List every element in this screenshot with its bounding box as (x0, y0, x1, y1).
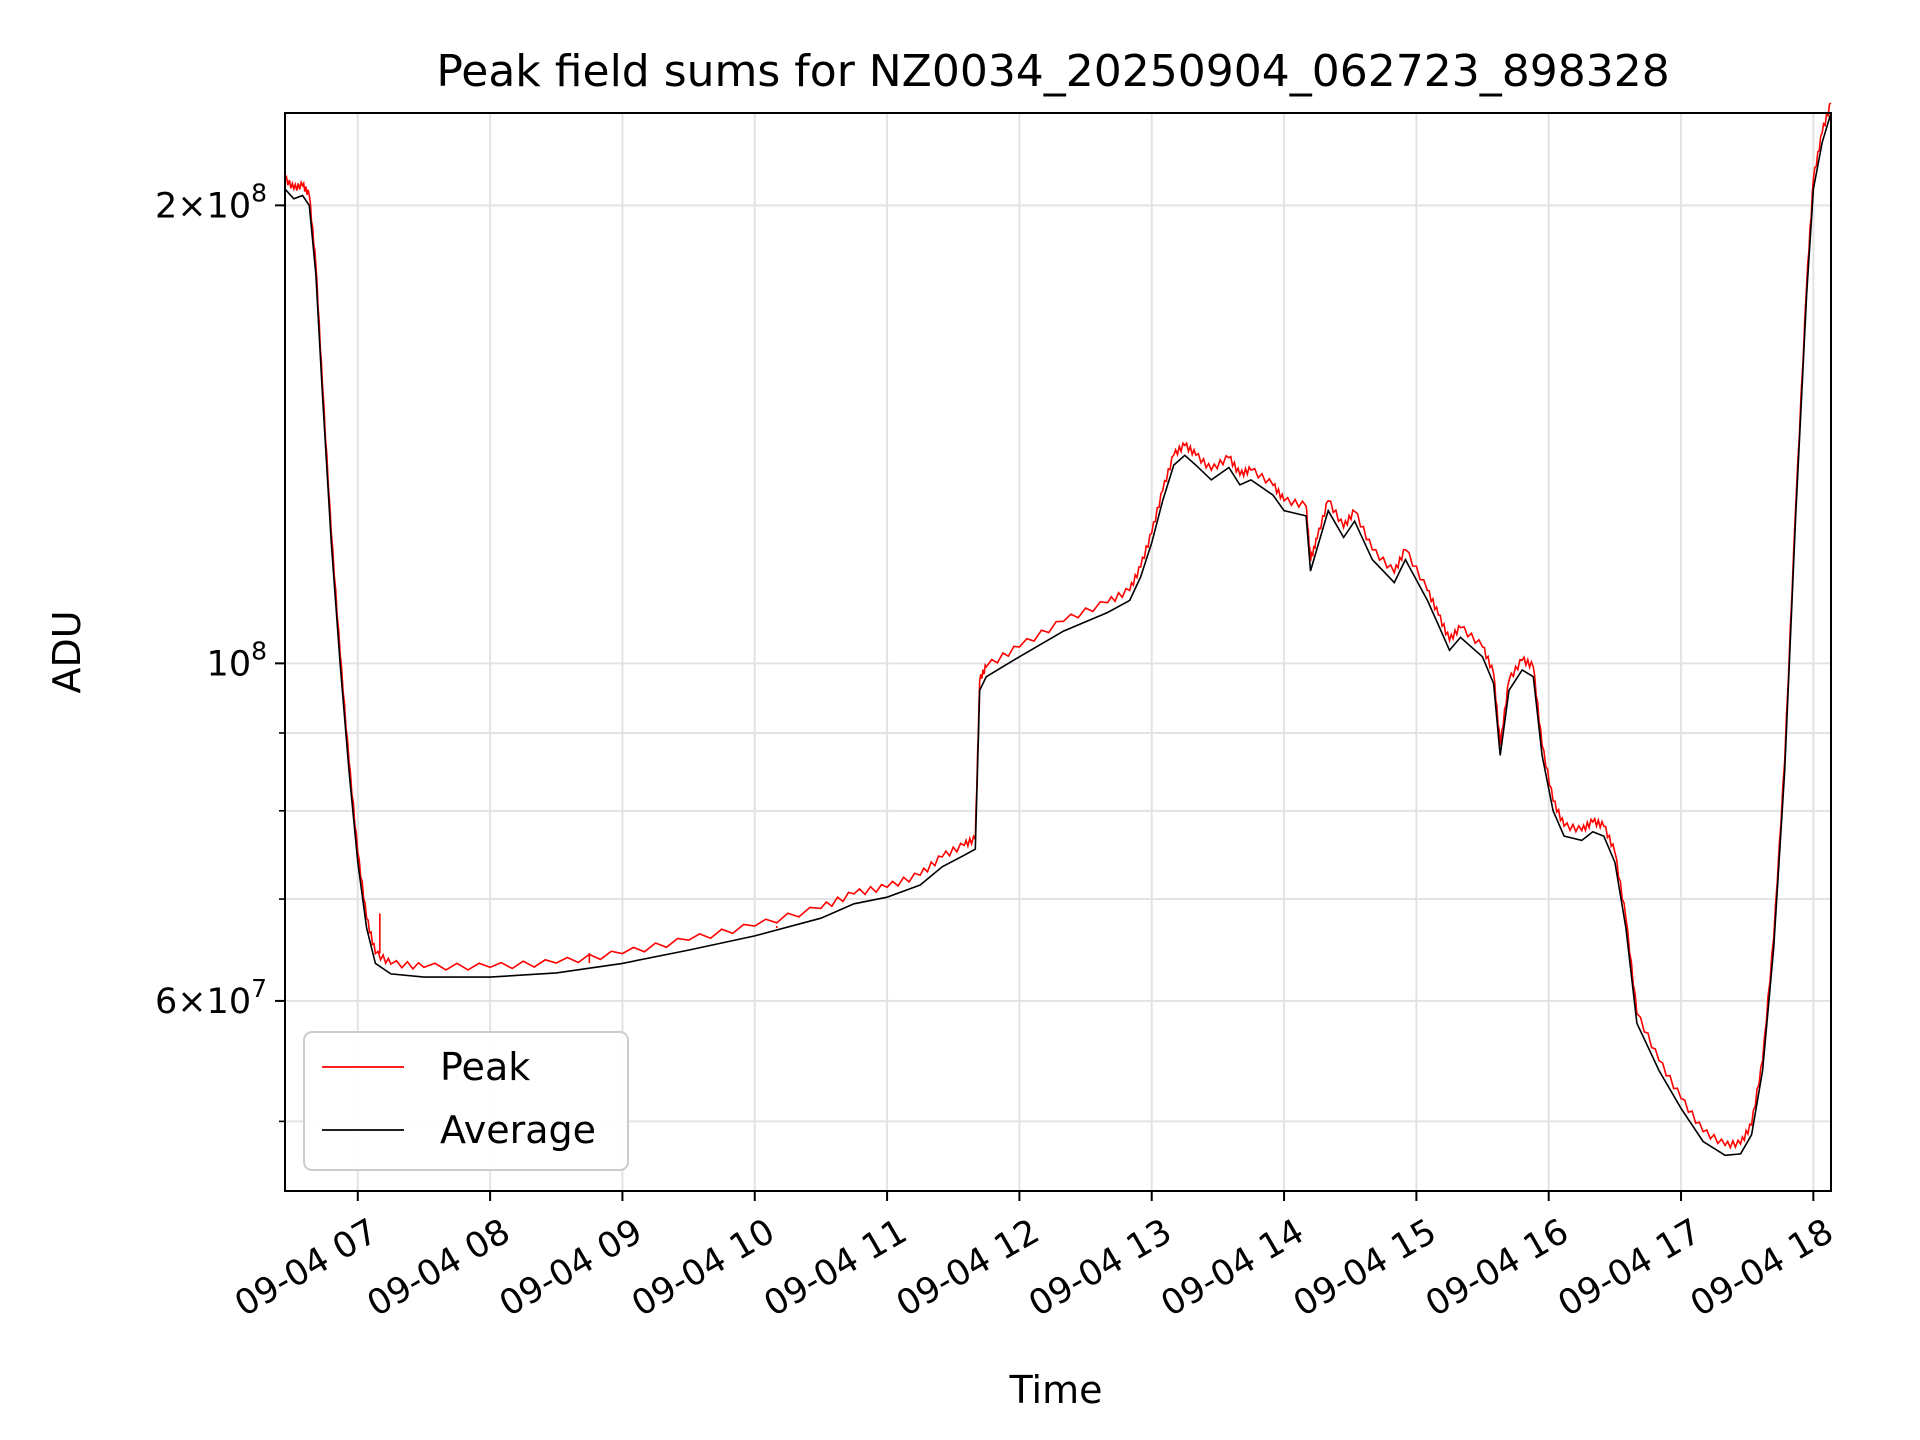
y-axis-label: ADU (45, 610, 89, 693)
chart-title: Peak field sums for NZ0034_20250904_0627… (436, 46, 1669, 97)
series-line-peak (284, 102, 1832, 1150)
grid (285, 113, 1831, 1191)
legend-label-average: Average (440, 1108, 596, 1152)
plot-frame (284, 112, 1832, 1192)
legend-label-peak: Peak (440, 1045, 530, 1089)
y-tick-label: 6×107 (155, 974, 267, 1022)
x-axis-label: Time (1009, 1368, 1103, 1412)
y-tick-label: 2×108 (155, 178, 267, 226)
series-group (284, 102, 1832, 1157)
legend: Peak Average (303, 1031, 629, 1171)
series-line-average (284, 112, 1832, 1157)
